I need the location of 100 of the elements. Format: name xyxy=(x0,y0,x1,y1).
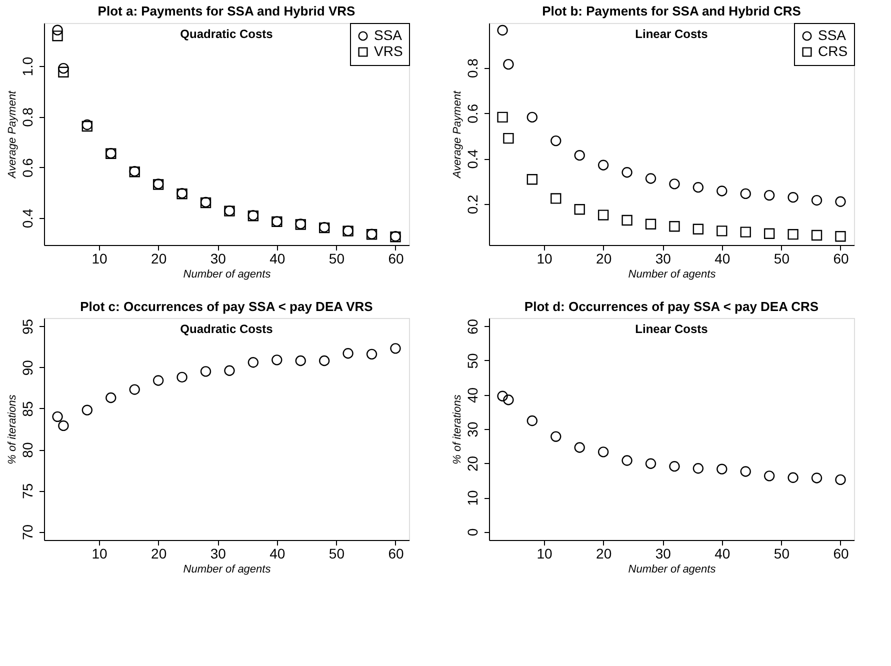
legend-label: SSA xyxy=(374,27,403,43)
point xyxy=(716,186,728,196)
y-tick-label: 60 xyxy=(464,318,480,335)
y-tick-label: 0.2 xyxy=(464,194,480,214)
point xyxy=(58,420,69,432)
point xyxy=(503,58,514,70)
point xyxy=(574,150,585,161)
y-tick-label: 20 xyxy=(464,456,480,472)
point xyxy=(669,221,680,232)
point xyxy=(526,174,538,185)
x-tick-label: 60 xyxy=(388,546,404,562)
x-tick-label: 50 xyxy=(328,546,345,562)
legend-label: SSA xyxy=(818,27,847,43)
y-tick-label: 0.4 xyxy=(20,208,36,228)
point xyxy=(574,442,585,453)
annotation: Linear Costs xyxy=(635,27,708,41)
point xyxy=(740,188,751,200)
point xyxy=(550,135,562,146)
y-tick-label: 95 xyxy=(20,318,36,335)
x-tick-label: 40 xyxy=(270,546,286,562)
x-tick-label: 50 xyxy=(774,546,790,562)
annotation: Quadratic Costs xyxy=(180,27,274,41)
point xyxy=(526,415,538,426)
y-tick-label: 90 xyxy=(20,360,36,376)
point xyxy=(669,178,680,190)
point xyxy=(272,354,282,366)
point xyxy=(550,431,562,442)
x-tick-label: 10 xyxy=(92,546,108,562)
y-tick-label: 0 xyxy=(464,528,480,536)
x-tick-label: 30 xyxy=(210,546,226,562)
y-tick-label: 0.8 xyxy=(20,107,36,127)
legend-label: CRS xyxy=(818,43,848,59)
point xyxy=(811,472,822,484)
y-tick-label: 70 xyxy=(20,524,36,540)
annotation: Quadratic Costs xyxy=(180,322,274,336)
x-tick-label: 20 xyxy=(596,546,612,562)
point xyxy=(716,226,728,236)
x-axis-title: Number of agents xyxy=(183,564,272,576)
point xyxy=(58,66,69,78)
chart-title: Plot c: Occurrences of pay SSA < pay DEA VRS xyxy=(80,299,374,314)
point xyxy=(692,463,704,474)
point xyxy=(574,204,585,215)
point xyxy=(52,24,63,36)
point xyxy=(106,392,116,404)
x-tick-label: 10 xyxy=(536,546,553,562)
annotation: Linear Costs xyxy=(635,322,708,336)
y-axis-title: Average Payment xyxy=(6,90,18,180)
point xyxy=(248,357,259,368)
point xyxy=(497,390,508,402)
y-tick-label: 0.4 xyxy=(464,149,480,169)
point xyxy=(764,190,775,201)
point xyxy=(645,458,656,469)
point xyxy=(740,226,751,238)
point xyxy=(788,192,798,203)
point xyxy=(764,470,775,482)
x-tick-label: 40 xyxy=(714,546,730,562)
x-tick-label: 50 xyxy=(774,250,790,266)
point xyxy=(58,62,69,74)
legend-label: VRS xyxy=(374,43,403,59)
point xyxy=(598,160,609,170)
point xyxy=(152,375,164,386)
chart-title: Plot a: Payments for SSA and Hybrid VRS xyxy=(98,4,356,18)
y-tick-label: 85 xyxy=(20,400,36,417)
x-tick-label: 40 xyxy=(714,250,730,266)
y-tick-label: 30 xyxy=(464,422,480,438)
x-tick-label: 30 xyxy=(655,546,672,562)
x-tick-label: 10 xyxy=(92,250,108,266)
point xyxy=(526,112,538,123)
point xyxy=(788,472,798,483)
x-tick-label: 20 xyxy=(596,250,612,266)
point xyxy=(692,182,704,193)
y-axis-title: % of iterations xyxy=(6,394,18,464)
x-tick-label: 10 xyxy=(536,250,553,266)
point xyxy=(645,218,656,230)
point xyxy=(622,214,632,226)
x-tick-label: 40 xyxy=(270,250,286,266)
x-tick-label: 60 xyxy=(388,250,404,266)
point xyxy=(622,455,632,466)
y-tick-label: 0.6 xyxy=(464,104,480,124)
point xyxy=(811,230,822,241)
point xyxy=(318,355,330,366)
x-tick-label: 20 xyxy=(151,546,167,562)
x-axis-title: Number of agents xyxy=(628,564,716,576)
point xyxy=(176,372,188,383)
point xyxy=(764,228,775,239)
point xyxy=(598,210,609,220)
y-tick-label: 0.8 xyxy=(464,58,480,78)
point xyxy=(52,30,63,42)
x-axis-title: Number of agents xyxy=(183,268,272,280)
point xyxy=(129,384,140,395)
point xyxy=(716,464,728,474)
point xyxy=(835,196,846,207)
point xyxy=(224,365,235,376)
y-tick-label: 1.0 xyxy=(20,56,36,76)
y-axis-title: Average Payment xyxy=(452,90,464,180)
x-tick-label: 30 xyxy=(210,250,226,266)
x-tick-label: 20 xyxy=(151,250,167,266)
x-axis-title: Number of agents xyxy=(628,268,716,280)
x-tick-label: 60 xyxy=(833,546,849,562)
x-tick-label: 30 xyxy=(655,250,672,266)
